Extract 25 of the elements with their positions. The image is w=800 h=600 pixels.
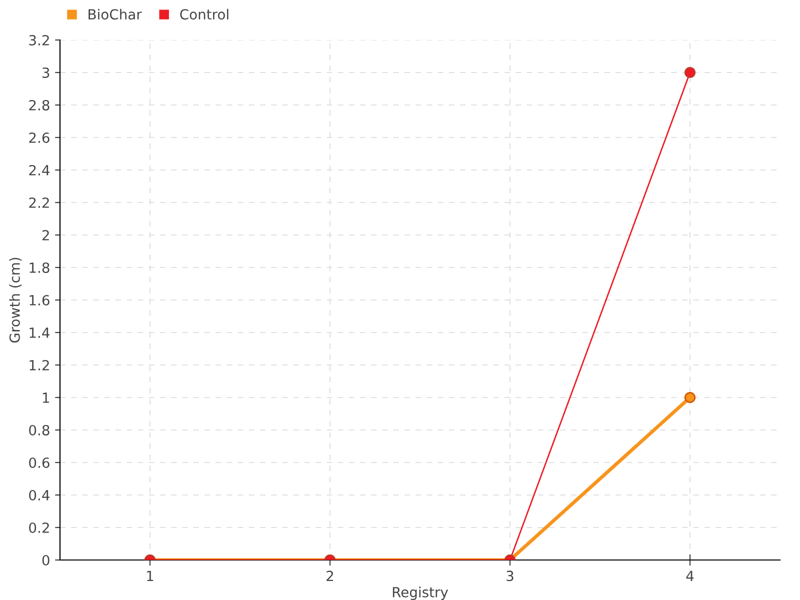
legend-label: Control: [180, 8, 228, 20]
y-tick-label: 3.2: [29, 34, 49, 46]
y-tick-label: 1.4: [30, 328, 50, 338]
y-tick-label: 2.6: [29, 132, 50, 143]
y-tick-label: 1.2: [30, 360, 49, 370]
y-tick-label: 0.8: [29, 424, 50, 436]
y-tick-label: 1.6: [30, 294, 50, 306]
y-tick-label: 3: [42, 67, 50, 78]
y-tick-label: 2: [42, 230, 49, 240]
y-axis-title: Growth (cm): [9, 258, 22, 343]
y-tick-label: 1.8: [30, 262, 50, 273]
y-tick-label: 0: [42, 554, 50, 566]
x-tick-label: 1: [147, 570, 154, 581]
y-tick-label: 0.4: [29, 490, 50, 500]
legend-label: BioChar: [88, 8, 142, 20]
x-tick-label: 3: [506, 570, 514, 582]
y-tick-label: 2.8: [29, 100, 50, 110]
x-tick-label: 2: [326, 570, 334, 581]
y-tick-label: 2.4: [29, 164, 50, 176]
y-tick-label: 0.6: [29, 457, 50, 468]
y-tick-label: 0.2: [29, 522, 49, 533]
x-axis-title: Registry: [392, 586, 448, 600]
x-tick-label: 4: [686, 570, 694, 581]
y-tick-label: 1: [42, 392, 49, 403]
y-tick-label: 2.2: [29, 197, 49, 208]
